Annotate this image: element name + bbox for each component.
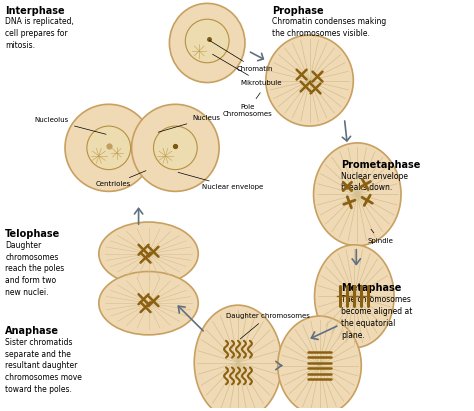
- Ellipse shape: [185, 19, 229, 63]
- Text: Nucleus: Nucleus: [158, 115, 220, 132]
- Ellipse shape: [194, 305, 282, 411]
- Ellipse shape: [154, 126, 197, 170]
- Text: Prometaphase: Prometaphase: [341, 160, 421, 170]
- Text: Prophase: Prophase: [272, 6, 323, 16]
- Text: Daughter
chromosomes
reach the poles
and form two
new nuclei.: Daughter chromosomes reach the poles and…: [5, 241, 64, 297]
- Text: The chromosomes
become aligned at
the equatorial
plane.: The chromosomes become aligned at the eq…: [341, 295, 413, 339]
- Text: Nuclear envelope
breaks down.: Nuclear envelope breaks down.: [341, 171, 409, 192]
- Text: Anaphase: Anaphase: [5, 326, 59, 336]
- Ellipse shape: [169, 3, 245, 83]
- Text: Metaphase: Metaphase: [341, 284, 402, 293]
- Text: Nucleolus: Nucleolus: [35, 117, 106, 134]
- Text: Interphase: Interphase: [5, 6, 65, 16]
- Text: Telophase: Telophase: [5, 229, 61, 239]
- Ellipse shape: [99, 272, 198, 335]
- Text: Mikrotubule: Mikrotubule: [212, 54, 282, 85]
- Text: DNA is replicated,
cell prepares for
mitosis.: DNA is replicated, cell prepares for mit…: [5, 17, 74, 50]
- Ellipse shape: [313, 143, 401, 246]
- Text: Sister chromatids
separate and the
resultant daughter
chromosomes move
toward th: Sister chromatids separate and the resul…: [5, 338, 82, 394]
- Ellipse shape: [65, 104, 153, 192]
- Text: Daughter chromosomes: Daughter chromosomes: [226, 313, 310, 339]
- Ellipse shape: [315, 245, 394, 348]
- Ellipse shape: [266, 35, 353, 126]
- Text: Pole
Chromosomes: Pole Chromosomes: [223, 93, 273, 117]
- Text: Centrioles: Centrioles: [95, 171, 146, 187]
- Text: Nuclear envelope: Nuclear envelope: [178, 172, 264, 190]
- Text: Chromatin condenses making
the chromosomes visible.: Chromatin condenses making the chromosom…: [272, 17, 386, 38]
- Ellipse shape: [99, 222, 198, 285]
- Text: Chromatin: Chromatin: [210, 40, 273, 72]
- Text: Spindle: Spindle: [367, 229, 393, 244]
- Ellipse shape: [87, 126, 131, 170]
- Ellipse shape: [132, 104, 219, 192]
- Ellipse shape: [278, 316, 361, 411]
